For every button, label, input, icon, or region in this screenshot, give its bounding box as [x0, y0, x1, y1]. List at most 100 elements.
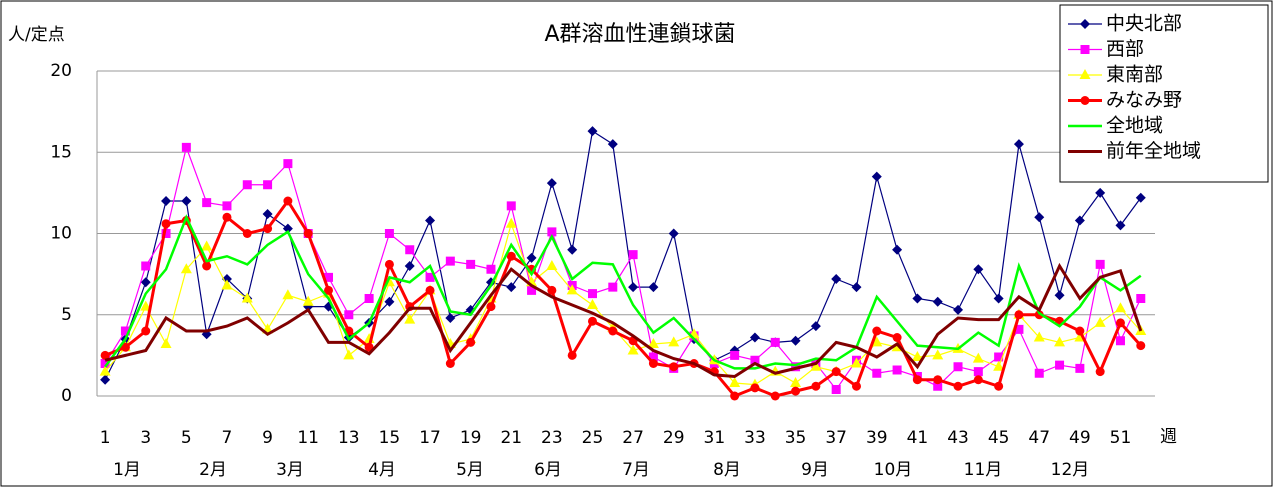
marker: [750, 383, 760, 393]
y-axis-label: 人/定点: [8, 25, 65, 45]
marker: [851, 282, 862, 293]
marker: [140, 300, 152, 311]
marker: [730, 350, 740, 360]
marker: [547, 227, 557, 237]
marker: [973, 264, 984, 275]
marker: [608, 282, 618, 292]
marker: [1014, 324, 1024, 334]
marker: [1135, 192, 1146, 203]
marker: [1075, 363, 1085, 373]
marker: [221, 279, 233, 290]
marker: [648, 359, 658, 368]
marker: [993, 293, 1004, 304]
marker: [1095, 187, 1106, 198]
marker: [202, 198, 212, 208]
marker: [181, 142, 191, 152]
data-line: [104, 130, 1142, 381]
chart-title: A群溶血性連鎖球菌: [544, 22, 735, 47]
marker: [384, 259, 394, 269]
marker: [141, 261, 151, 271]
marker: [506, 282, 517, 293]
marker: [993, 360, 1005, 371]
marker: [566, 284, 578, 295]
x-tick-label: 43: [947, 428, 969, 448]
marker: [505, 217, 517, 228]
legend-label: 東南部: [1106, 64, 1163, 86]
marker: [892, 333, 902, 342]
x-tick-label: 1: [100, 428, 111, 448]
marker: [546, 178, 557, 189]
marker: [587, 126, 598, 137]
marker: [811, 381, 821, 391]
marker: [201, 240, 213, 251]
marker: [1094, 316, 1106, 327]
marker: [120, 326, 130, 336]
marker: [810, 360, 822, 371]
marker: [994, 352, 1004, 362]
y-tick-label: 15: [50, 142, 72, 162]
marker: [160, 338, 172, 348]
marker: [302, 295, 314, 306]
marker: [425, 215, 436, 226]
marker: [933, 375, 943, 385]
marker: [506, 201, 516, 211]
x-tick-label: 11: [297, 428, 319, 448]
marker: [567, 350, 577, 360]
marker: [791, 386, 801, 396]
marker: [1033, 331, 1045, 342]
marker: [141, 326, 151, 336]
marker: [384, 296, 395, 307]
marker: [1095, 259, 1105, 269]
marker: [892, 244, 903, 255]
legend-label: 前年全地域: [1106, 140, 1201, 162]
y-tick-label: 5: [61, 305, 72, 325]
marker: [911, 351, 923, 361]
marker: [648, 352, 658, 362]
data-line: [104, 214, 1142, 370]
month-label: 5月: [456, 460, 484, 480]
marker: [100, 359, 110, 368]
marker: [953, 304, 964, 315]
x-tick-label: 47: [1028, 428, 1050, 448]
x-tick-label: 51: [1110, 428, 1132, 448]
legend-marker: [1080, 19, 1090, 29]
marker: [263, 224, 273, 234]
legend-label: 中央北部: [1106, 13, 1182, 35]
marker: [526, 252, 537, 263]
data-line: [104, 145, 1142, 391]
x-tick-label: 29: [663, 428, 685, 448]
marker: [871, 171, 882, 182]
x-axis-label: 週: [1160, 427, 1177, 447]
marker: [1114, 302, 1126, 313]
x-tick-label: 31: [704, 428, 726, 448]
month-label: 9月: [801, 460, 829, 480]
marker: [262, 209, 273, 219]
x-tick-label: 3: [140, 428, 151, 448]
marker: [587, 316, 597, 326]
marker: [851, 381, 861, 391]
y-tick-label: 20: [50, 61, 72, 81]
marker: [628, 282, 639, 293]
marker: [282, 223, 293, 234]
month-label: 7月: [622, 460, 650, 480]
marker: [364, 294, 374, 303]
marker: [425, 272, 435, 282]
marker: [973, 375, 983, 385]
month-label: 3月: [276, 460, 304, 480]
marker: [912, 375, 922, 385]
marker: [770, 337, 780, 347]
legend-label: 西部: [1106, 38, 1144, 60]
marker: [1055, 360, 1065, 370]
marker: [973, 367, 983, 377]
marker: [1034, 310, 1044, 320]
marker: [850, 357, 862, 368]
x-tick-label: 35: [785, 428, 807, 448]
month-label: 4月: [368, 460, 396, 480]
marker: [303, 229, 313, 238]
month-label: 11月: [964, 460, 1003, 480]
legend-marker: [1079, 69, 1091, 79]
month-label: 8月: [713, 460, 741, 480]
marker: [933, 381, 943, 391]
marker: [547, 285, 557, 295]
